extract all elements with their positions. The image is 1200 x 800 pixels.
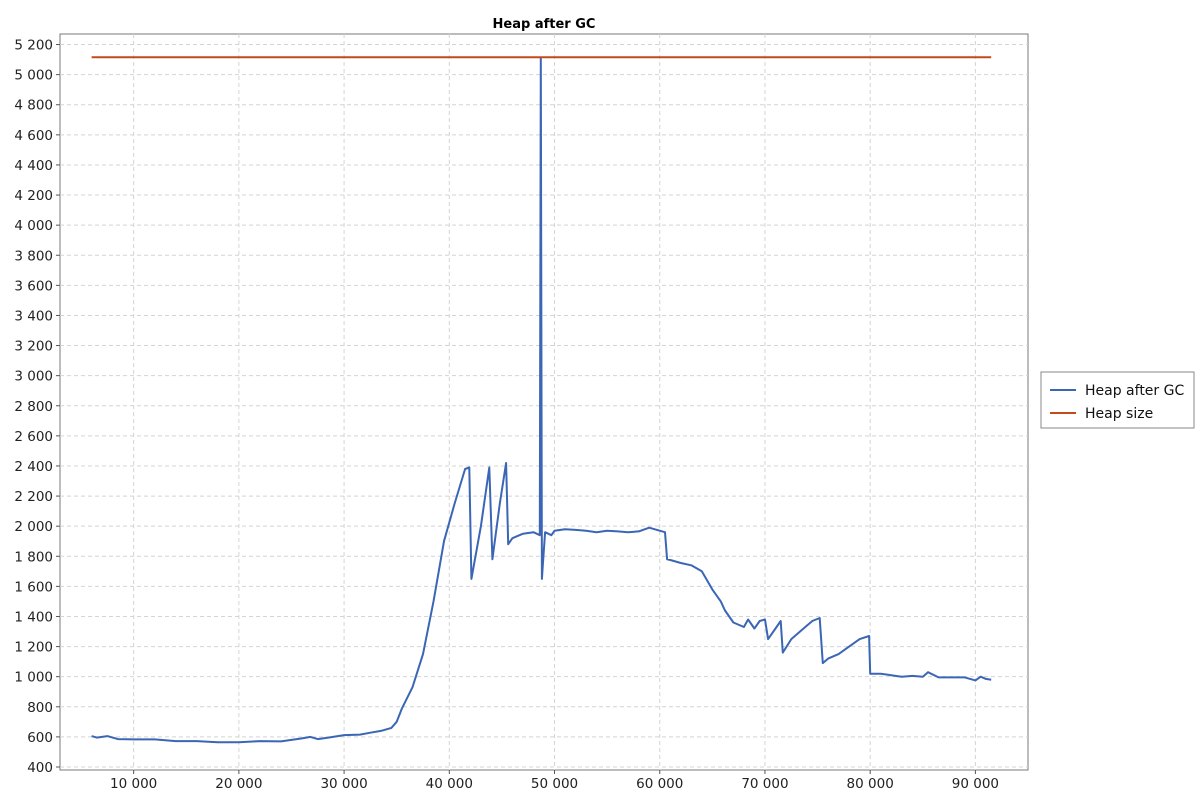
x-axis: 10 000 20 000 30 000 40 000 50 000 60 000 70 0… <box>110 770 999 792</box>
y-tick-label: 400 <box>27 760 53 776</box>
chart-title: Heap after GC <box>493 17 596 32</box>
y-tick-label: 1 400 <box>14 609 53 625</box>
x-tick-label: 90 000 <box>952 776 999 792</box>
y-tick-label: 3 400 <box>14 308 53 324</box>
legend-label-heap-after-gc: Heap after GC <box>1085 383 1184 399</box>
y-tick-label: 4 400 <box>14 158 53 174</box>
x-tick-label: 70 000 <box>741 776 788 792</box>
y-tick-label: 1 000 <box>14 670 53 686</box>
legend-box <box>1040 371 1195 429</box>
y-tick-label: 1 200 <box>14 640 53 656</box>
y-tick-label: 1 600 <box>14 579 53 595</box>
series-layer <box>91 56 992 744</box>
y-tick-label: 5 200 <box>14 38 53 54</box>
y-tick-label: 4 800 <box>14 98 53 114</box>
y-tick-label: 2 200 <box>14 489 53 505</box>
y-tick-label: 4 600 <box>14 128 53 144</box>
y-tick-label: 4 000 <box>14 218 53 234</box>
y-tick-label: 3 800 <box>14 248 53 264</box>
y-tick-label: 2 400 <box>14 459 53 475</box>
y-tick-label: 600 <box>27 730 53 746</box>
series-line-heap-after-gc <box>91 57 992 744</box>
plot-area <box>59 33 1029 771</box>
x-tick-label: 60 000 <box>636 776 683 792</box>
x-tick-label: 80 000 <box>847 776 894 792</box>
y-tick-label: 3 000 <box>14 369 53 385</box>
x-tick-label: 30 000 <box>320 776 367 792</box>
x-tick-label: 40 000 <box>426 776 473 792</box>
grid <box>60 34 1028 770</box>
legend: Heap after GC Heap size <box>1040 371 1195 429</box>
y-tick-label: 3 600 <box>14 278 53 294</box>
y-tick-label: 5 000 <box>14 68 53 84</box>
y-tick-label: 2 600 <box>14 429 53 445</box>
y-tick-label: 4 200 <box>14 188 53 204</box>
x-tick-label: 20 000 <box>215 776 262 792</box>
y-axis: 400 600 800 1 000 1 200 1 400 1 600 1 800 2 000 2… <box>14 38 60 776</box>
y-tick-label: 800 <box>27 700 53 716</box>
y-tick-label: 2 000 <box>14 519 53 535</box>
y-tick-label: 1 800 <box>14 549 53 565</box>
x-tick-label: 10 000 <box>110 776 157 792</box>
x-tick-label: 50 000 <box>531 776 578 792</box>
legend-label-heap-size: Heap size <box>1085 406 1153 422</box>
y-tick-label: 3 200 <box>14 339 53 355</box>
y-tick-label: 2 800 <box>14 399 53 415</box>
